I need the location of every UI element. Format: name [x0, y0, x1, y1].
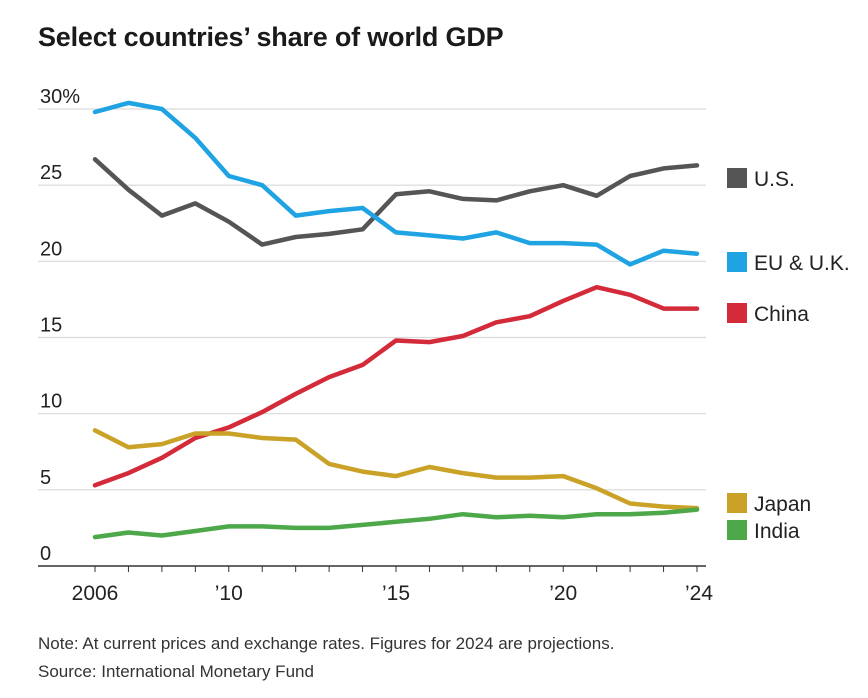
x-tick-label: ’24	[685, 582, 713, 605]
chart-note: Note: At current prices and exchange rat…	[38, 634, 615, 653]
legend-swatch-india	[727, 520, 747, 540]
series-line-china	[92, 284, 700, 488]
legend-label-u-s: U.S.	[754, 168, 795, 191]
y-tick-label: 15	[40, 315, 62, 337]
y-tick-label: 0	[40, 543, 51, 565]
legend-swatch-japan	[727, 493, 747, 513]
series-line-u-s	[92, 157, 700, 247]
x-tick-label: ’15	[382, 582, 410, 605]
y-tick-label: 5	[40, 467, 51, 489]
legend-swatch-eu-u-k	[727, 252, 747, 272]
legend-label-china: China	[754, 303, 809, 326]
series-line-eu-u-k	[92, 100, 700, 267]
chart-source: Source: International Monetary Fund	[38, 662, 314, 681]
y-tick-label: 20	[40, 238, 62, 260]
y-tick-label: 25	[40, 162, 62, 184]
x-tick-label: ’20	[549, 582, 577, 605]
x-tick-label: ’10	[215, 582, 243, 605]
x-tick-label: 2006	[72, 582, 119, 605]
chart-title: Select countries’ share of world GDP	[38, 22, 504, 52]
y-tick-label: 30%	[40, 86, 80, 108]
legend-label-eu-u-k: EU & U.K.	[754, 252, 850, 275]
series-line-japan	[92, 428, 700, 511]
y-tick-label: 10	[40, 391, 62, 413]
legend-label-india: India	[754, 520, 800, 543]
series-line-india	[92, 507, 700, 540]
legend-swatch-china	[727, 303, 747, 323]
legend-swatch-u-s	[727, 168, 747, 188]
legend-label-japan: Japan	[754, 493, 811, 516]
